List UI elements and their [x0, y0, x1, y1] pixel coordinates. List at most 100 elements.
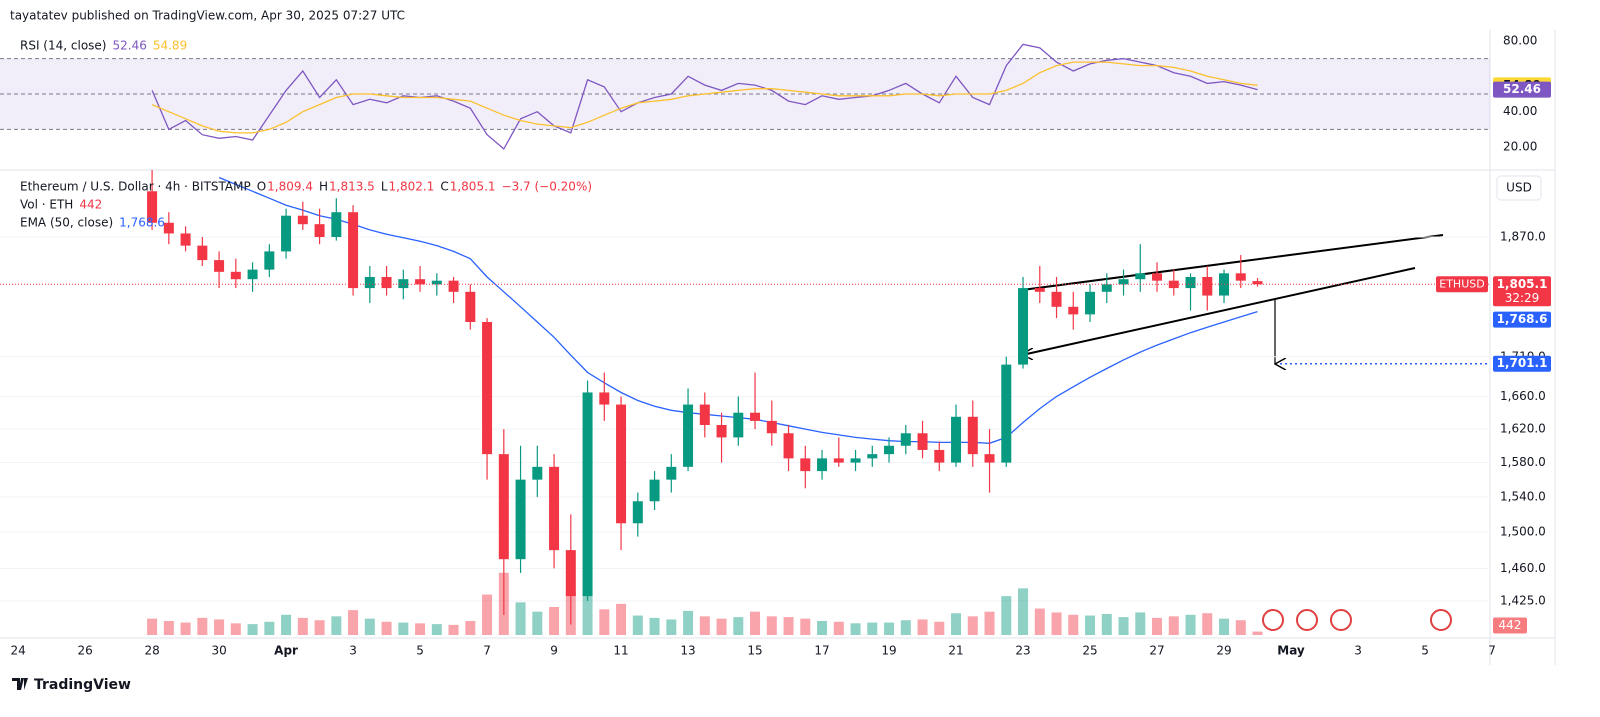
- volume-bar: [1252, 631, 1263, 635]
- volume-bar: [1001, 596, 1012, 635]
- symbol-tag-bg: [1436, 276, 1488, 293]
- volume-bar: [666, 619, 677, 635]
- price-pane: [0, 170, 1490, 635]
- x-tick-label: 15: [747, 644, 762, 658]
- ohlc-value: 1,805.1: [450, 180, 496, 194]
- candle-body: [716, 425, 727, 438]
- x-tick-label: 27: [1149, 644, 1164, 658]
- volume-bar: [398, 622, 409, 635]
- volume-bar: [716, 618, 727, 635]
- event-flag[interactable]: [1262, 609, 1284, 631]
- candle-body: [1252, 281, 1263, 285]
- candle-body: [532, 466, 543, 480]
- rsi-tag-bg: [1493, 81, 1551, 98]
- x-tick-label: Apr: [274, 644, 298, 658]
- currency: USD: [1506, 181, 1532, 195]
- x-tick-label: 3: [1354, 644, 1362, 658]
- candle-body: [398, 279, 409, 289]
- volume-bar: [917, 619, 928, 635]
- volume-bar: [247, 624, 258, 635]
- candle-body: [599, 392, 610, 405]
- candle-body: [1135, 273, 1146, 280]
- brand-logo: [12, 678, 28, 690]
- ohlc-key: H: [319, 180, 328, 194]
- volume-bar: [1068, 614, 1079, 635]
- candle-body: [699, 404, 710, 426]
- candle-body: [1101, 284, 1112, 292]
- volume-bar: [850, 623, 861, 635]
- candle-body: [616, 404, 627, 524]
- x-tick-label: 25: [1082, 644, 1097, 658]
- candle-body: [1185, 276, 1196, 289]
- candle-body: [666, 466, 677, 480]
- x-tick-label: 24: [10, 644, 25, 658]
- volume-bar: [163, 621, 174, 635]
- event-flag[interactable]: [1330, 609, 1352, 631]
- candle-body: [1068, 306, 1079, 315]
- event-flag[interactable]: [1296, 609, 1318, 631]
- volume-bar: [1168, 616, 1179, 635]
- candle-body: [1034, 288, 1045, 292]
- volume-bar: [967, 616, 978, 635]
- candle-body: [1202, 276, 1213, 296]
- volume-bar: [951, 613, 962, 635]
- volume-bar: [147, 618, 158, 635]
- x-tick-label: 11: [613, 644, 628, 658]
- volume-bar: [515, 602, 526, 635]
- y-tick-label: 1,580.0: [1500, 455, 1546, 469]
- ema-legend-value: 1,768.6: [119, 216, 165, 230]
- candle-body: [415, 279, 426, 285]
- volume-bar: [1118, 617, 1129, 635]
- volume-bar: [800, 618, 811, 635]
- candle-body: [800, 458, 811, 472]
- volume-bar: [766, 616, 777, 635]
- volume-bar: [900, 620, 911, 635]
- event-flag[interactable]: [1430, 609, 1452, 631]
- rsi-ma-legend-value: 54.89: [153, 39, 187, 53]
- candle-body: [448, 280, 459, 292]
- rsi-tick-label: 40.00: [1503, 104, 1537, 118]
- ema-legend-title: EMA (50, close): [20, 216, 113, 230]
- candle-body: [482, 321, 493, 455]
- candle-body: [984, 454, 995, 463]
- brand: TradingView: [12, 677, 131, 693]
- symbol-tag: ETHUSD: [1439, 277, 1484, 290]
- candle-body: [297, 215, 308, 225]
- volume-bar: [532, 611, 543, 635]
- volume-bar: [281, 614, 292, 635]
- volume-legend-value: 442: [79, 198, 102, 212]
- candle-body: [867, 454, 878, 459]
- volume-bar: [817, 621, 828, 635]
- x-tick-label: 23: [1015, 644, 1030, 658]
- y-tick-label: 1,660.0: [1500, 389, 1546, 403]
- ohlc-key: L: [381, 180, 388, 194]
- volume-bar: [314, 620, 325, 635]
- x-tick-label: 29: [1216, 644, 1231, 658]
- x-axis: 24 26 28 30 Apr 3 5 7 9 11 13 15 17 19 21 23 25 27 29 May 3 5…: [10, 644, 1495, 658]
- candle-body: [733, 412, 744, 438]
- volume-bar: [582, 594, 593, 635]
- rsi-tag: 52.46: [1503, 82, 1541, 96]
- volume-bar: [297, 617, 308, 635]
- volume-bar: [331, 616, 342, 635]
- x-tick-label: 28: [144, 644, 159, 658]
- x-tick-label: 5: [1421, 644, 1429, 658]
- volume-bar: [230, 623, 241, 635]
- x-tick-label: 30: [211, 644, 226, 658]
- volume-bar: [884, 622, 895, 635]
- volume-bar: [1051, 612, 1062, 635]
- candle-body: [331, 212, 342, 238]
- candle-body: [281, 215, 292, 252]
- ohlc-value: 1,809.4: [267, 180, 313, 194]
- y-tick-label: 1,500.0: [1500, 525, 1546, 539]
- x-tick-label: 5: [416, 644, 424, 658]
- candle-body: [180, 233, 191, 246]
- candle-body: [1001, 364, 1012, 463]
- candle-body: [632, 501, 643, 524]
- rsi-tick-label: 80.00: [1503, 33, 1537, 47]
- ema-tag-bg: [1493, 311, 1551, 328]
- candle-body: [884, 445, 895, 455]
- candle-body: [917, 433, 928, 450]
- volume-bar: [733, 617, 744, 635]
